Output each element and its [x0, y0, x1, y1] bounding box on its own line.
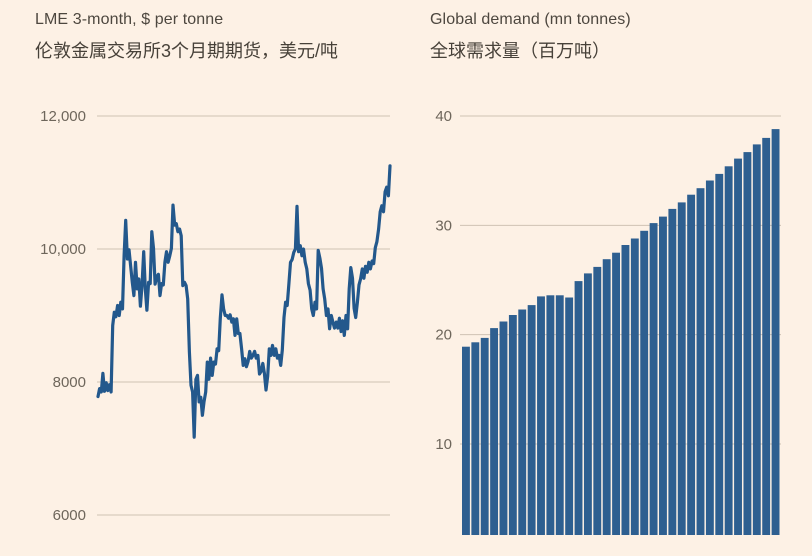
bar — [724, 166, 733, 536]
demand-gridlines — [460, 115, 781, 445]
bar — [734, 158, 742, 535]
bar — [715, 173, 724, 535]
y-tick-label: 40 — [435, 108, 452, 125]
bar — [649, 223, 658, 535]
bar — [621, 245, 630, 535]
bar — [546, 295, 555, 535]
bar — [480, 337, 489, 535]
bar — [527, 305, 536, 535]
lme-chart-title: LME 3-month, $ per tonne — [35, 11, 224, 28]
lme-chart-title-chinese: 伦敦金属交易所3个月期期货，美元/吨 — [35, 41, 339, 61]
bar — [677, 202, 686, 535]
bar — [499, 321, 508, 535]
bar — [574, 281, 583, 535]
price-line — [96, 164, 392, 439]
bar — [593, 266, 602, 535]
bar — [583, 273, 592, 535]
bar — [518, 309, 527, 535]
lme-price-line — [96, 164, 392, 439]
y-tick-label: 20 — [435, 327, 452, 344]
y-tick-label: 12,000 — [40, 108, 86, 125]
bar — [705, 180, 714, 535]
y-tick-label: 30 — [435, 217, 452, 234]
bar — [687, 194, 696, 535]
bar — [602, 259, 611, 535]
demand-chart-title: Global demand (mn tonnes) — [430, 11, 631, 28]
bar — [771, 129, 780, 535]
demand-chart-title-chinese: 全球需求量（百万吨） — [430, 41, 610, 61]
y-tick-label: 10 — [435, 436, 452, 453]
bar — [565, 297, 574, 535]
bar — [743, 152, 752, 535]
bar — [612, 252, 620, 535]
bar — [508, 315, 517, 535]
bar — [555, 295, 564, 535]
lme-y-axis-labels: 12,000 10,000 8000 6000 — [40, 108, 86, 524]
bar — [762, 137, 771, 535]
y-tick-label: 6000 — [53, 507, 86, 524]
demand-bars — [462, 129, 780, 536]
bar — [668, 208, 677, 535]
bar — [630, 238, 639, 535]
bar — [696, 188, 705, 535]
bar — [471, 342, 480, 535]
bar — [752, 144, 761, 535]
bar — [659, 216, 667, 535]
bar — [640, 230, 649, 536]
demand-y-axis-labels: 40 30 20 10 — [435, 108, 452, 453]
y-tick-label: 10,000 — [40, 241, 86, 258]
y-tick-label: 8000 — [53, 374, 86, 391]
bar — [462, 346, 470, 535]
bar — [490, 328, 499, 535]
lme-gridlines — [97, 115, 390, 516]
bar — [537, 296, 545, 535]
